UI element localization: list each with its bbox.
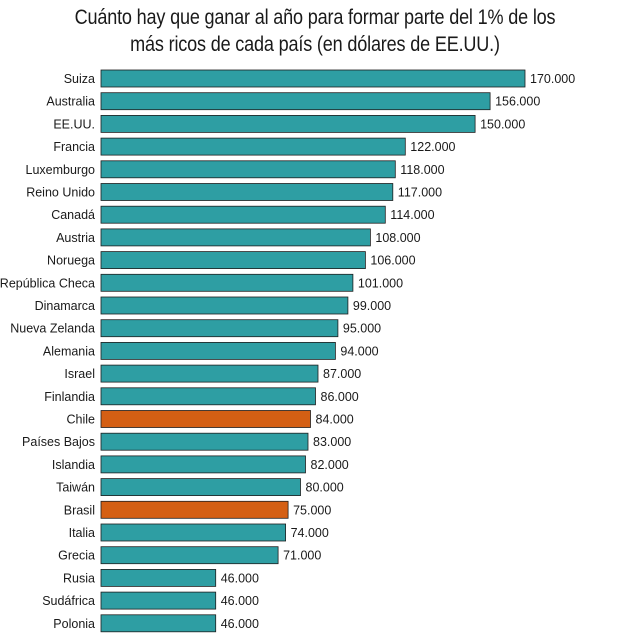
- value-label-8: 106.000: [370, 254, 415, 268]
- bar-16: [100, 432, 309, 451]
- bar-2: [100, 115, 476, 133]
- category-label-23: Sudáfrica: [42, 594, 95, 608]
- bar-21: [100, 546, 279, 565]
- chart-title-line-2: más ricos de cada país (en dólares de EE…: [130, 33, 500, 56]
- chart-title: Cuánto hay que ganar al año para formar …: [44, 4, 586, 58]
- bar-24: [100, 614, 217, 633]
- bar-22: [100, 569, 217, 587]
- category-label-19: Brasil: [64, 503, 95, 517]
- bar-23: [100, 591, 217, 610]
- bar-1: [100, 92, 491, 111]
- bar-5: [100, 183, 394, 201]
- value-label-1: 156.000: [495, 95, 540, 109]
- value-label-2: 150.000: [480, 117, 525, 131]
- category-label-11: Nueva Zelanda: [10, 322, 95, 336]
- value-label-10: 99.000: [353, 299, 391, 313]
- category-label-16: Países Bajos: [22, 435, 95, 449]
- category-label-10: Dinamarca: [35, 299, 95, 313]
- value-label-22: 46.000: [221, 571, 259, 585]
- bar-18: [100, 478, 301, 497]
- bar-10: [100, 296, 349, 315]
- category-label-24: Polonia: [53, 617, 95, 631]
- bar-13: [100, 364, 319, 383]
- value-label-6: 114.000: [390, 208, 434, 222]
- category-label-4: Luxemburgo: [26, 163, 96, 177]
- category-label-14: Finlandia: [44, 390, 95, 404]
- value-label-15: 84.000: [316, 413, 354, 427]
- category-label-20: Italia: [69, 526, 95, 540]
- bar-11: [100, 319, 339, 338]
- bar-17: [100, 455, 306, 474]
- category-label-15: Chile: [67, 413, 96, 427]
- category-label-13: Israel: [64, 367, 95, 381]
- category-label-9: República Checa: [0, 276, 95, 290]
- bar-8: [100, 251, 366, 270]
- bars-layer: Suiza 170.000 Australia 156.000 EE.UU. 150.00…: [0, 69, 575, 633]
- value-label-23: 46.000: [221, 594, 259, 608]
- value-label-18: 80.000: [306, 481, 344, 495]
- value-label-17: 82.000: [311, 458, 349, 472]
- bar-15: [100, 410, 311, 428]
- value-label-20: 74.000: [291, 526, 329, 540]
- value-label-4: 118.000: [400, 163, 444, 177]
- category-label-7: Austria: [56, 231, 95, 245]
- category-label-18: Taiwán: [56, 481, 95, 495]
- bar-4: [100, 160, 396, 179]
- chart-title-line-1: Cuánto hay que ganar al año para formar …: [74, 6, 556, 29]
- value-label-24: 46.000: [221, 617, 259, 631]
- value-label-21: 71.000: [283, 549, 321, 563]
- value-label-11: 95.000: [343, 322, 381, 336]
- value-label-13: 87.000: [323, 367, 361, 381]
- bar-20: [100, 523, 287, 542]
- bar-3: [100, 137, 406, 156]
- value-label-19: 75.000: [293, 503, 331, 517]
- value-label-14: 86.000: [321, 390, 359, 404]
- category-label-5: Reino Unido: [26, 186, 95, 200]
- value-label-12: 94.000: [340, 344, 378, 358]
- value-label-7: 108.000: [375, 231, 420, 245]
- category-label-22: Rusia: [63, 571, 95, 585]
- value-label-9: 101.000: [358, 276, 403, 290]
- category-label-1: Australia: [46, 95, 95, 109]
- bar-0: [100, 69, 526, 88]
- bar-14: [100, 387, 316, 406]
- category-label-2: EE.UU.: [53, 117, 95, 131]
- category-label-3: Francia: [53, 140, 95, 154]
- bar-6: [100, 205, 386, 224]
- value-label-0: 170.000: [530, 72, 575, 86]
- bar-9: [100, 273, 354, 292]
- category-label-12: Alemania: [43, 344, 95, 358]
- value-label-3: 122.000: [410, 140, 455, 154]
- value-label-16: 83.000: [313, 435, 351, 449]
- category-label-6: Canadá: [51, 208, 95, 222]
- bar-7: [100, 228, 371, 247]
- category-label-21: Grecia: [58, 549, 95, 563]
- bar-12: [100, 341, 336, 360]
- bar-19: [100, 500, 289, 519]
- category-label-8: Noruega: [47, 254, 95, 268]
- value-label-5: 117.000: [398, 186, 442, 200]
- category-label-17: Islandia: [52, 458, 95, 472]
- category-label-0: Suiza: [64, 72, 95, 86]
